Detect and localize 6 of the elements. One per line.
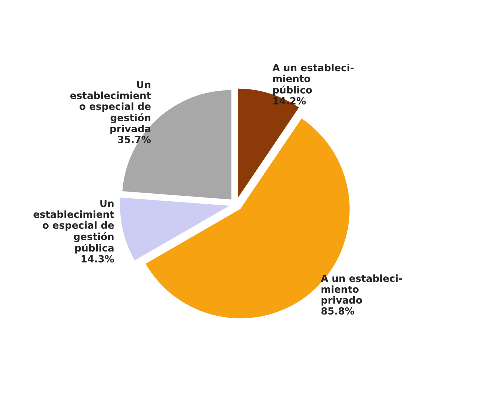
slice-label: A un estableci- miento público bbox=[272, 64, 354, 96]
data-label: 85.8% bbox=[322, 308, 354, 315]
data-label: 14.3% bbox=[82, 255, 114, 263]
slice-label: Un establecimient o especial de gestión pública bbox=[34, 200, 114, 254]
data-label: 35.7% bbox=[118, 136, 152, 144]
slice-label: Un establecimient o especial de gestión privada bbox=[70, 81, 152, 134]
